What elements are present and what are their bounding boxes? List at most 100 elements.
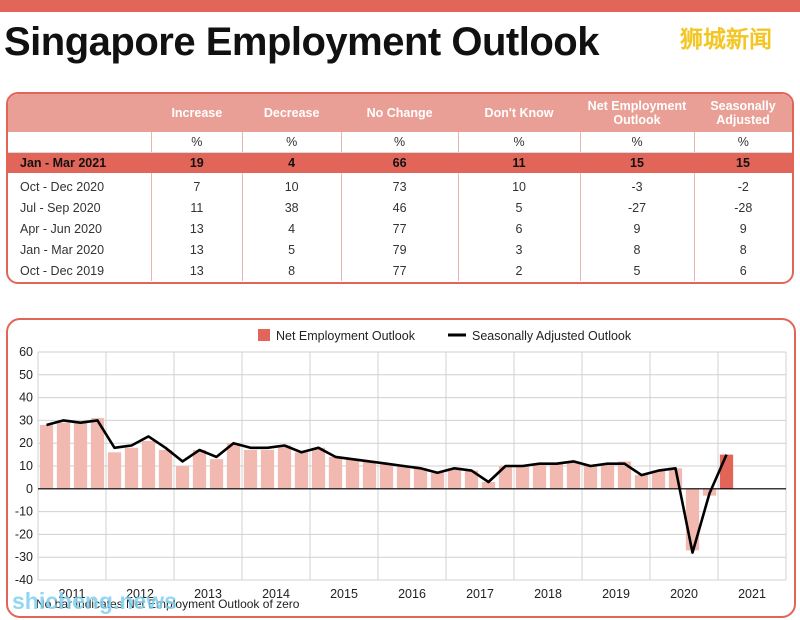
table-header-increase: Increase	[151, 94, 243, 132]
table-cell: 3	[458, 239, 581, 260]
chart-bar	[226, 443, 241, 489]
table-row-label: Jul - Sep 2020	[8, 197, 152, 218]
table-row-label: Apr - Jun 2020	[8, 218, 152, 239]
y-tick-label: 40	[19, 391, 33, 405]
table-units-row: % % % % % %	[8, 132, 792, 153]
chart-bar	[413, 468, 428, 489]
table-cell: 46	[341, 197, 459, 218]
x-tick-label: 2015	[330, 587, 358, 601]
chart-bar	[532, 463, 547, 489]
table-header-dont-know: Don't Know	[458, 94, 580, 132]
x-tick-label: 2014	[262, 587, 290, 601]
chart-bars	[39, 418, 734, 551]
table-cell: 38	[242, 197, 342, 218]
table-row: Oct - Dec 2020 7 10 73 10 -3 -2	[8, 173, 792, 197]
table-cell: 6	[739, 263, 747, 278]
y-tick-label: -20	[15, 527, 33, 541]
chart-bar	[345, 459, 360, 489]
chart-bar	[719, 454, 734, 489]
y-tick-label: 60	[19, 345, 33, 359]
table-cell: -27	[580, 197, 695, 218]
chart-bar	[583, 466, 598, 489]
table-cell: 77	[341, 260, 459, 281]
table-cell: 10	[458, 173, 581, 197]
table-cell: 66	[341, 152, 459, 173]
watermark-bottom: shicheng.news	[12, 588, 177, 614]
table-header-row: Increase Decrease No Change Don't Know N…	[8, 94, 792, 132]
chart-bar	[141, 440, 156, 489]
chart-bar	[56, 422, 71, 489]
table-cell: 11	[151, 197, 243, 218]
y-tick-label: 10	[19, 459, 33, 473]
table-cell: 7	[151, 173, 243, 197]
chart-bar	[600, 463, 615, 489]
survey-table: Increase Decrease No Change Don't Know N…	[8, 94, 792, 281]
table-cell: -2	[737, 179, 749, 194]
chart-bar	[498, 466, 513, 489]
chart-bar	[362, 461, 377, 489]
chart-bar	[277, 445, 292, 489]
legend-swatch-bar	[258, 329, 270, 341]
x-tick-label: 2013	[194, 587, 222, 601]
chart-footnote: No bar indicates Net Employment Outlook …	[36, 597, 300, 611]
table-cell: %	[341, 132, 459, 153]
table-row: Oct - Dec 2019 13 8 77 2 5 6	[8, 260, 792, 281]
watermark-top: 狮城新闻	[680, 26, 772, 52]
chart-bar	[464, 470, 479, 489]
chart-bar	[39, 424, 54, 489]
chart-bar	[124, 447, 139, 489]
chart-bar	[396, 466, 411, 489]
chart-bar	[73, 422, 88, 489]
table-row-label: Jan - Mar 2021	[8, 152, 152, 173]
table-cell: 6	[458, 218, 581, 239]
chart-bar	[209, 459, 224, 489]
table-cell: %	[694, 132, 792, 153]
x-tick-label: 2018	[534, 587, 562, 601]
table-cell: 15	[694, 152, 792, 173]
table-cell: 10	[242, 173, 342, 197]
table-cell: 13	[151, 260, 243, 281]
seasonally-adjusted-line	[46, 419, 728, 554]
page-title: Singapore Employment Outlook	[4, 20, 599, 64]
table-cell	[8, 132, 152, 153]
y-tick-label: 30	[19, 413, 33, 427]
chart-bar	[430, 472, 445, 489]
table-row-current: Jan - Mar 2021 19 4 66 11 15 15	[8, 152, 792, 173]
table-cell: %	[242, 132, 342, 153]
chart-bar	[549, 463, 564, 489]
chart-bar	[651, 470, 666, 489]
y-tick-label: 20	[19, 436, 33, 450]
table-cell: %	[151, 132, 243, 153]
table-cell: 73	[341, 173, 459, 197]
table-cell: 9	[739, 221, 747, 236]
table-cell: 5	[458, 197, 581, 218]
chart-axes: 60 50 40 30 20 10 0 -10 -20 -30 -40 2011 2012 2013 201…	[15, 345, 786, 601]
outlook-chart: 60 50 40 30 20 10 0 -10 -20 -30 -40 2011 2012 2013 201…	[15, 329, 787, 601]
table-cell: 13	[151, 218, 243, 239]
table-cell: 13	[151, 239, 243, 260]
chart-bar	[447, 468, 462, 489]
x-tick-label: 2017	[466, 587, 494, 601]
table-cell: 79	[341, 239, 459, 260]
x-tick-label: 2011	[59, 587, 86, 601]
chart-bar	[328, 456, 343, 489]
x-tick-label: 2021	[738, 587, 766, 601]
table-cell: -28	[734, 200, 753, 215]
top-accent-bar	[0, 0, 800, 12]
y-tick-label: -10	[15, 505, 33, 519]
table-header-seasonally-adjusted: Seasonally Adjusted	[694, 94, 792, 132]
table-cell: 5	[242, 239, 342, 260]
table-cell: 8	[242, 260, 342, 281]
chart-bar	[175, 466, 190, 489]
chart-bar	[311, 447, 326, 489]
chart-bar	[90, 418, 105, 489]
table-row-label: Jan - Mar 2020	[8, 239, 152, 260]
table-cell: 4	[242, 152, 342, 173]
table-header-blank	[8, 94, 152, 132]
table-row: Jan - Mar 2020 13 5 79 3 8 8	[8, 239, 792, 260]
table-cell: 11	[458, 152, 580, 173]
chart-bar	[158, 450, 173, 489]
table-header-decrease: Decrease	[242, 94, 342, 132]
table-header-no-change: No Change	[341, 94, 459, 132]
table-row: Jul - Sep 2020 11 38 46 5 -27 -28	[8, 197, 792, 218]
